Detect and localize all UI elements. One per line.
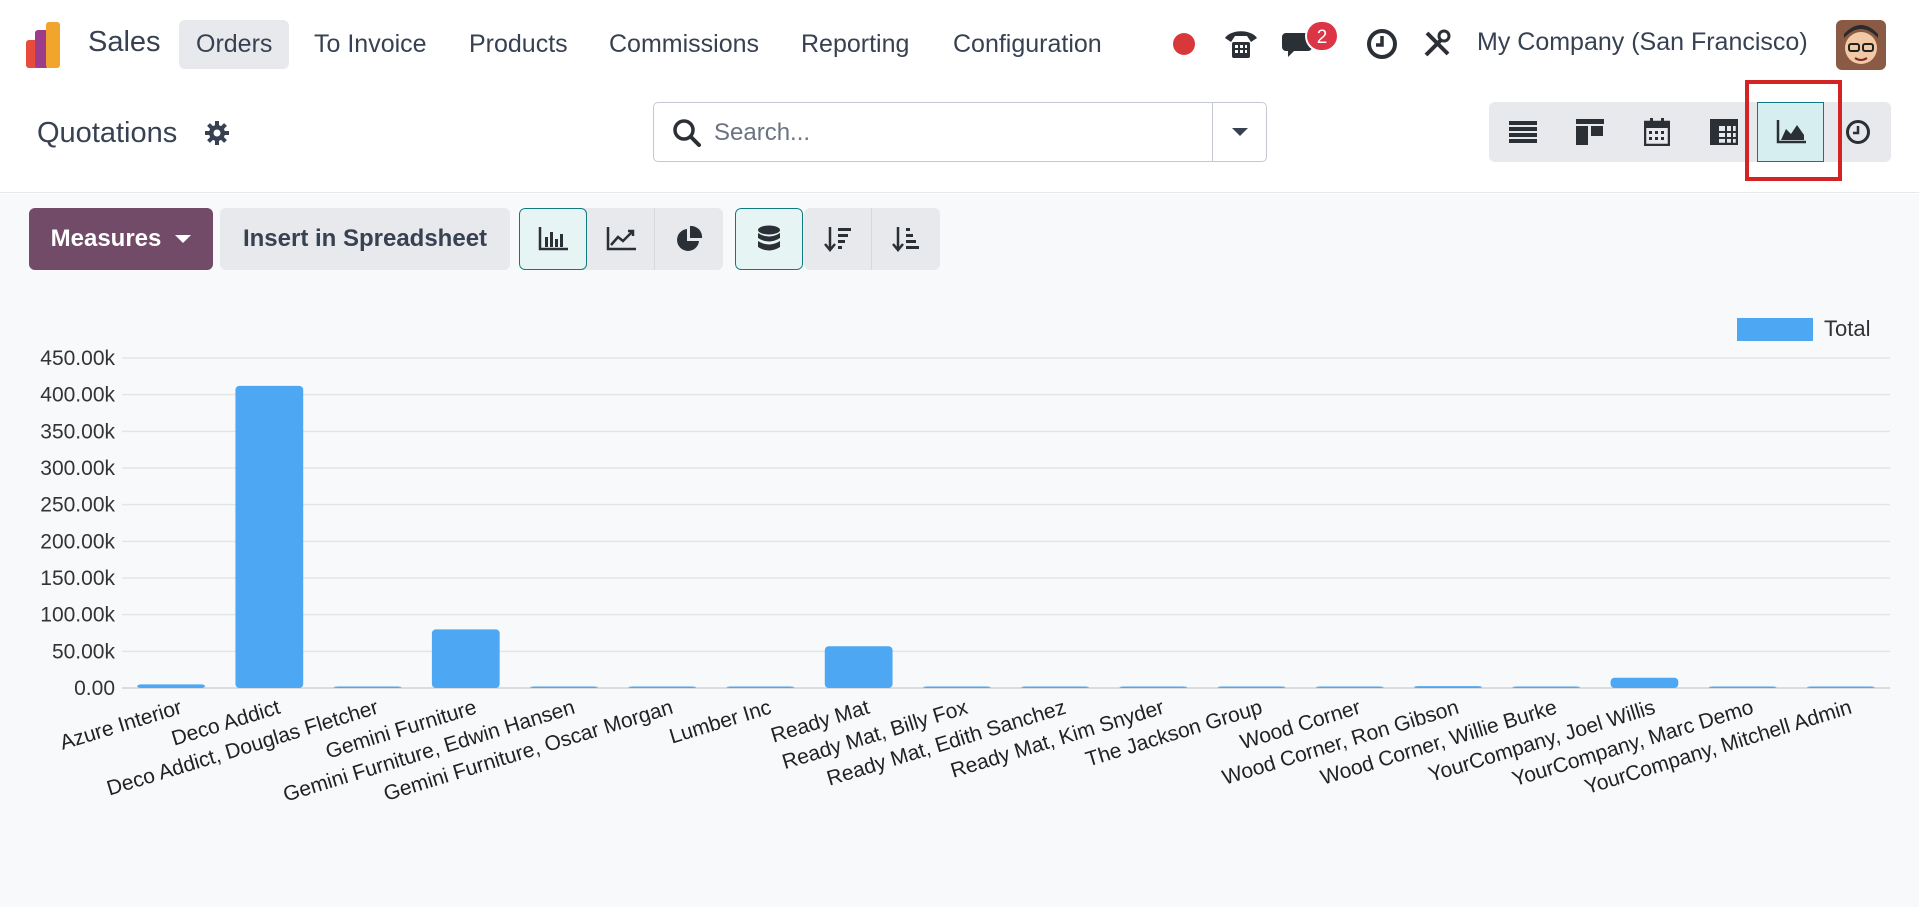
menu-products[interactable]: Products [469,30,568,58]
bar[interactable] [530,686,598,689]
y-tick-label: 400.00k [40,384,115,407]
insert-in-spreadsheet-button[interactable]: Insert in Spreadsheet [220,208,510,270]
y-tick-label: 50.00k [52,640,116,663]
bar[interactable] [1807,686,1875,689]
menu-orders[interactable]: Orders [179,20,290,69]
bar[interactable] [726,686,795,689]
y-tick-label: 150.00k [40,567,115,590]
bar-chart: 0.00 50.00k 100.00k 150.00k 200.00k 250.00k 30… [40,316,1890,807]
tools-icon[interactable] [1419,22,1455,66]
y-tick-label: 0.00 [74,677,115,700]
sort-group [804,208,940,270]
pie-chart-button[interactable] [655,208,723,270]
search-options-toggle[interactable] [1212,103,1266,161]
graph-view-content: Measures Insert in Spreadsheet 0.00 50.00… [0,194,1919,907]
measures-dropdown-button[interactable]: Measures [29,208,213,270]
company-switcher[interactable]: My Company (San Francisco) [1477,28,1808,56]
bar[interactable] [1414,686,1482,688]
sort-ascending-icon [892,227,919,252]
bar[interactable] [137,684,205,688]
sort-descending-button[interactable] [804,208,872,270]
menu-reporting[interactable]: Reporting [801,30,910,58]
clock-icon[interactable] [1364,22,1400,66]
sort-ascending-button[interactable] [872,208,940,270]
y-tick-label: 450.00k [40,347,115,370]
sales-app-logo-icon[interactable] [26,22,72,68]
page-title: Quotations [37,117,178,149]
list-view-icon [1508,121,1537,143]
chart-type-group [519,208,723,270]
list-view-button[interactable] [1489,102,1556,162]
legend-label-total[interactable]: Total [1824,316,1870,341]
bar[interactable] [1315,686,1384,689]
x-category-label: Lumber Inc [667,696,774,749]
kanban-view-button[interactable] [1556,102,1623,162]
bar-chart-icon [538,227,568,251]
kanban-view-icon [1575,119,1604,145]
pivot-view-button[interactable] [1690,102,1757,162]
menu-configuration[interactable]: Configuration [953,30,1102,58]
app-name[interactable]: Sales [88,26,161,58]
y-tick-label: 100.00k [40,604,115,627]
y-tick-label: 300.00k [40,457,115,480]
area-chart-icon [1776,120,1806,144]
line-chart-button[interactable] [587,208,655,270]
measures-label: Measures [50,225,162,252]
bar[interactable] [333,686,402,689]
activity-clock-icon [1845,120,1870,144]
bar[interactable] [1119,686,1188,689]
bar[interactable] [1021,686,1089,689]
y-tick-label: 250.00k [40,494,115,517]
y-tick-label: 350.00k [40,420,115,443]
calendar-view-icon [1643,118,1670,146]
pivot-view-icon [1709,119,1738,145]
search-input[interactable] [714,113,1214,153]
chat-unread-badge: 2 [1305,20,1339,52]
sort-descending-icon [823,227,851,252]
bar[interactable] [1512,686,1581,689]
graph-view-highlight-box [1745,80,1842,181]
phone-icon[interactable] [1221,22,1261,66]
chat-icon[interactable] [1281,22,1321,66]
bar[interactable] [824,646,893,688]
bar[interactable] [1708,686,1777,689]
y-tick-label: 200.00k [40,530,115,553]
bar[interactable] [628,686,697,689]
bar[interactable] [1610,677,1679,688]
top-navbar: Sales Orders To Invoice Products Commiss… [0,0,1919,90]
menu-to-invoice[interactable]: To Invoice [314,30,427,58]
pie-chart-icon [677,225,703,251]
gear-icon[interactable] [204,120,230,146]
control-panel: Quotations [0,90,1919,193]
line-chart-icon [606,227,636,251]
calendar-view-button[interactable] [1623,102,1690,162]
activity-view-button[interactable] [1824,102,1891,162]
bar[interactable] [923,686,991,689]
search-icon [673,119,701,147]
view-switcher [1489,102,1891,162]
stacked-toggle-button[interactable] [735,208,803,270]
caret-down-icon [175,235,192,243]
bar[interactable] [1217,686,1286,689]
status-dot-icon[interactable] [1171,22,1197,66]
x-category-label: Azure Interior [57,696,184,755]
user-avatar[interactable] [1836,20,1886,70]
bar[interactable] [431,629,500,688]
graph-view-button[interactable] [1757,102,1824,162]
menu-commissions[interactable]: Commissions [609,30,760,58]
legend-swatch-total[interactable] [1737,318,1813,341]
bar[interactable] [235,385,304,688]
caret-down-icon [1231,128,1248,136]
database-icon [758,225,780,251]
search-bar [653,102,1267,162]
stack-toggle-group [735,208,803,270]
bar-chart-button[interactable] [519,208,587,270]
